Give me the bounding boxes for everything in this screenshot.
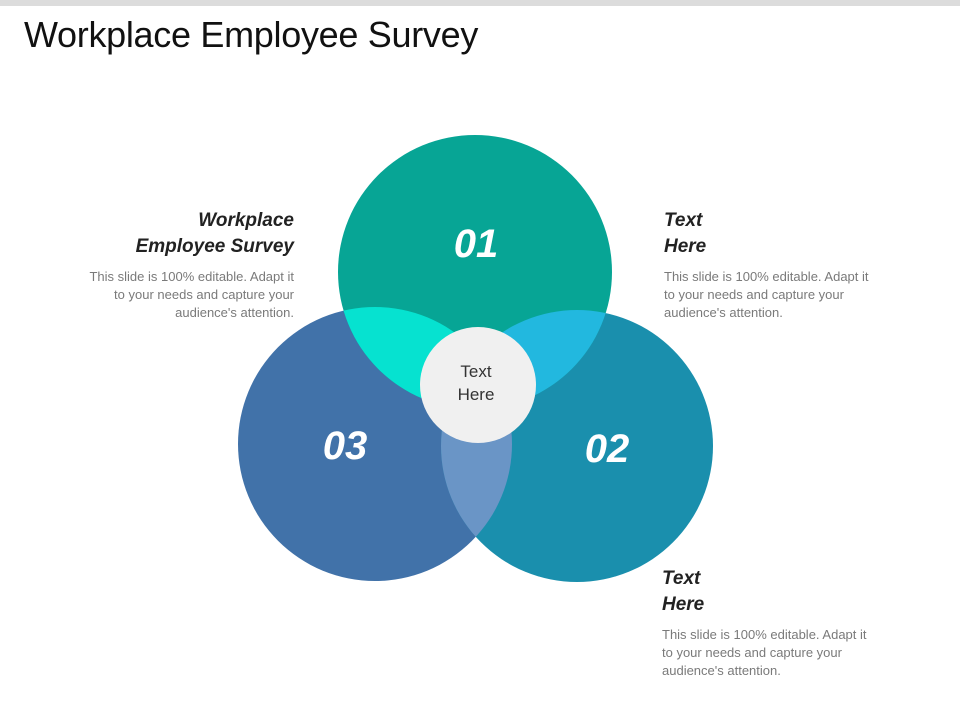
block-description: This slide is 100% editable. Adapt it to… [662,627,867,678]
block-heading: Text Here [662,568,705,615]
circle-01-label: 01 [454,222,499,266]
text-block-bottom-right: Text Here This slide is 100% editable. A… [662,566,942,680]
circle-02-label: 02 [585,427,630,471]
block-description: This slide is 100% editable. Adapt it to… [89,269,294,320]
text-block-left: Workplace Employee Survey This slide is … [0,208,294,322]
center-text-line-1: Text [460,362,491,381]
text-block-top-right: Text Here This slide is 100% editable. A… [664,208,944,322]
circle-03-label: 03 [323,424,368,468]
top-bar [0,0,960,6]
center-text-line-2: Here [458,385,495,404]
block-heading: Text Here [664,210,707,257]
page-title: Workplace Employee Survey [24,14,479,55]
block-description: This slide is 100% editable. Adapt it to… [664,269,869,320]
center-circle [420,327,536,443]
block-heading: Workplace Employee Survey [135,210,294,257]
